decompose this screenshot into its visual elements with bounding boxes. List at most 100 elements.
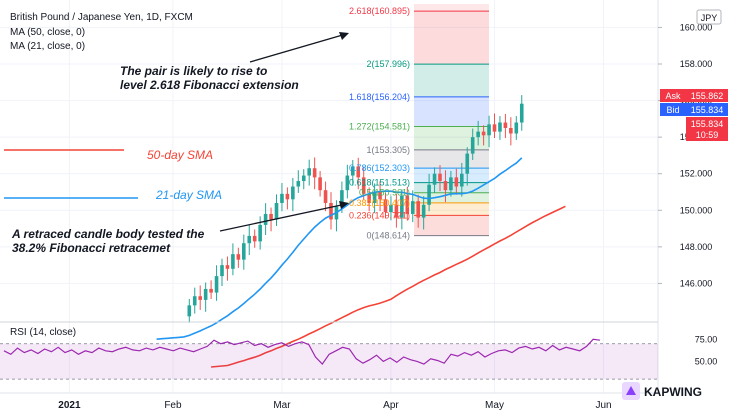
candle-body [481, 131, 486, 136]
rsi-band [0, 343, 658, 380]
annotation-bottom-arrow [219, 203, 347, 232]
candle-body [301, 175, 306, 182]
kapwing-logo: KAPWING [622, 382, 702, 400]
rsi-tick-label: 75.00 [695, 334, 718, 344]
annotation-bottom-arrowhead [339, 201, 349, 209]
price-tick-label: 160.000 [680, 22, 713, 32]
candle-body [400, 195, 404, 218]
ask-tag-label: Ask [665, 91, 681, 101]
last-price-tag-bg [686, 117, 728, 141]
candle-body [476, 131, 480, 138]
candle-body [465, 153, 470, 174]
ask-tag-value-bg [686, 89, 728, 102]
bid-tag-value-bg [686, 103, 728, 116]
fib-zone-band [414, 215, 489, 236]
candle-body [487, 124, 491, 136]
fib-level-label: 0.236(149.721) [349, 210, 410, 220]
sma21-annotation: 21-day SMA [155, 188, 222, 202]
rsi-label: RSI (14, close) [10, 327, 76, 338]
annotation-bottom-line2: 38.2% Fibonacci retracemet [12, 241, 171, 255]
candle-body [236, 254, 241, 260]
ma21-legend[interactable]: MA (21, close, 0) [10, 41, 86, 52]
rsi-line [3, 338, 601, 366]
candle-body [231, 254, 235, 269]
currency-badge[interactable] [696, 9, 722, 25]
candle-body [492, 124, 497, 132]
kapwing-logo-text: KAPWING [644, 385, 702, 399]
gridlines [0, 0, 658, 393]
price-tick-label: 152.000 [680, 169, 713, 179]
candle-body [405, 195, 410, 214]
candle-body [514, 122, 519, 134]
candle-body [312, 168, 317, 178]
time-tick-label: Apr [383, 400, 399, 411]
time-tick-label: Mar [273, 400, 291, 411]
candle-body [443, 181, 448, 191]
fib-level-label: 0(148.614) [366, 231, 410, 241]
candle-body [203, 288, 208, 300]
fib-level-label: 2.618(160.895) [349, 6, 410, 16]
candle-body [416, 201, 420, 218]
candle-body [285, 193, 290, 200]
fib-zone-band [414, 11, 489, 65]
candle-body [307, 168, 311, 176]
candle-body [383, 199, 388, 213]
price-axis-ticks: 146.000148.000150.000152.000154.000156.0… [658, 22, 712, 288]
annotation-top-arrowhead [339, 32, 349, 40]
candle-body [274, 202, 279, 220]
candle-body [367, 193, 371, 203]
candle-body [421, 204, 426, 218]
fib-zone-top [414, 4, 489, 12]
fib-level-label: 0.382(150.407) [349, 198, 410, 208]
ask-tag-value: 155.862 [691, 91, 724, 101]
candle-body [509, 128, 513, 134]
bid-tag-label: Bid [666, 105, 679, 115]
currency-badge-label: JPY [701, 13, 718, 23]
ma50-line [211, 205, 566, 368]
fib-zone-band [414, 149, 489, 169]
candle-body [372, 192, 377, 203]
fib-level-label: 1(153.305) [366, 145, 410, 155]
candle-body [432, 173, 437, 185]
fib-level-label: 0.786(152.303) [349, 163, 410, 173]
candle-body [519, 103, 524, 123]
candle-body [351, 166, 355, 176]
candle-body [187, 305, 192, 317]
time-tick-label: 2021 [58, 400, 81, 411]
fib-zone-band [414, 202, 489, 216]
candle-body [220, 265, 224, 277]
candle-body [329, 202, 333, 220]
candle-body [356, 166, 361, 178]
candle-body [410, 201, 415, 214]
last-price-value: 155.834 [691, 119, 724, 129]
rsi-axis-ticks: 75.00 50.00 [695, 334, 718, 366]
symbol-title: British Pound / Japanese Yen, 1D, FXCM [10, 12, 193, 23]
sma50-annotation: 50-day SMA [147, 148, 213, 162]
ma50-legend[interactable]: MA (50, close, 0) [10, 27, 86, 38]
fib-level-label: 1.272(154.581) [349, 122, 410, 132]
rsi-tick-label: 50.00 [695, 356, 718, 366]
annotation-top-arrow [249, 33, 347, 63]
ask-tag-label-bg [660, 89, 686, 102]
fibonacci-zones [414, 4, 489, 237]
annotation-top-line2: level 2.618 Fibonacci extension [120, 78, 299, 92]
annotation-top-line1: The pair is likely to rise to [120, 64, 267, 78]
candle-body [247, 235, 252, 244]
candle-body [389, 204, 393, 213]
candle-body [296, 181, 301, 187]
candle-body [503, 122, 508, 128]
fib-zone-band [414, 64, 489, 97]
candle-body [323, 190, 328, 203]
candle-body [470, 137, 475, 154]
candle-body [242, 243, 246, 260]
annotation-bottom-line1: A retraced candle body tested the [11, 227, 205, 241]
bid-tag-value: 155.834 [691, 105, 724, 115]
fib-level-label: 1.618(156.204) [349, 92, 410, 102]
candle-body [345, 175, 350, 191]
fib-level-label: 0.618(151.513) [349, 178, 410, 188]
time-tick-label: Jun [595, 400, 611, 411]
price-tick-label: 158.000 [680, 59, 713, 69]
candle-body [252, 235, 257, 242]
candle-countdown: 10:59 [696, 130, 719, 140]
